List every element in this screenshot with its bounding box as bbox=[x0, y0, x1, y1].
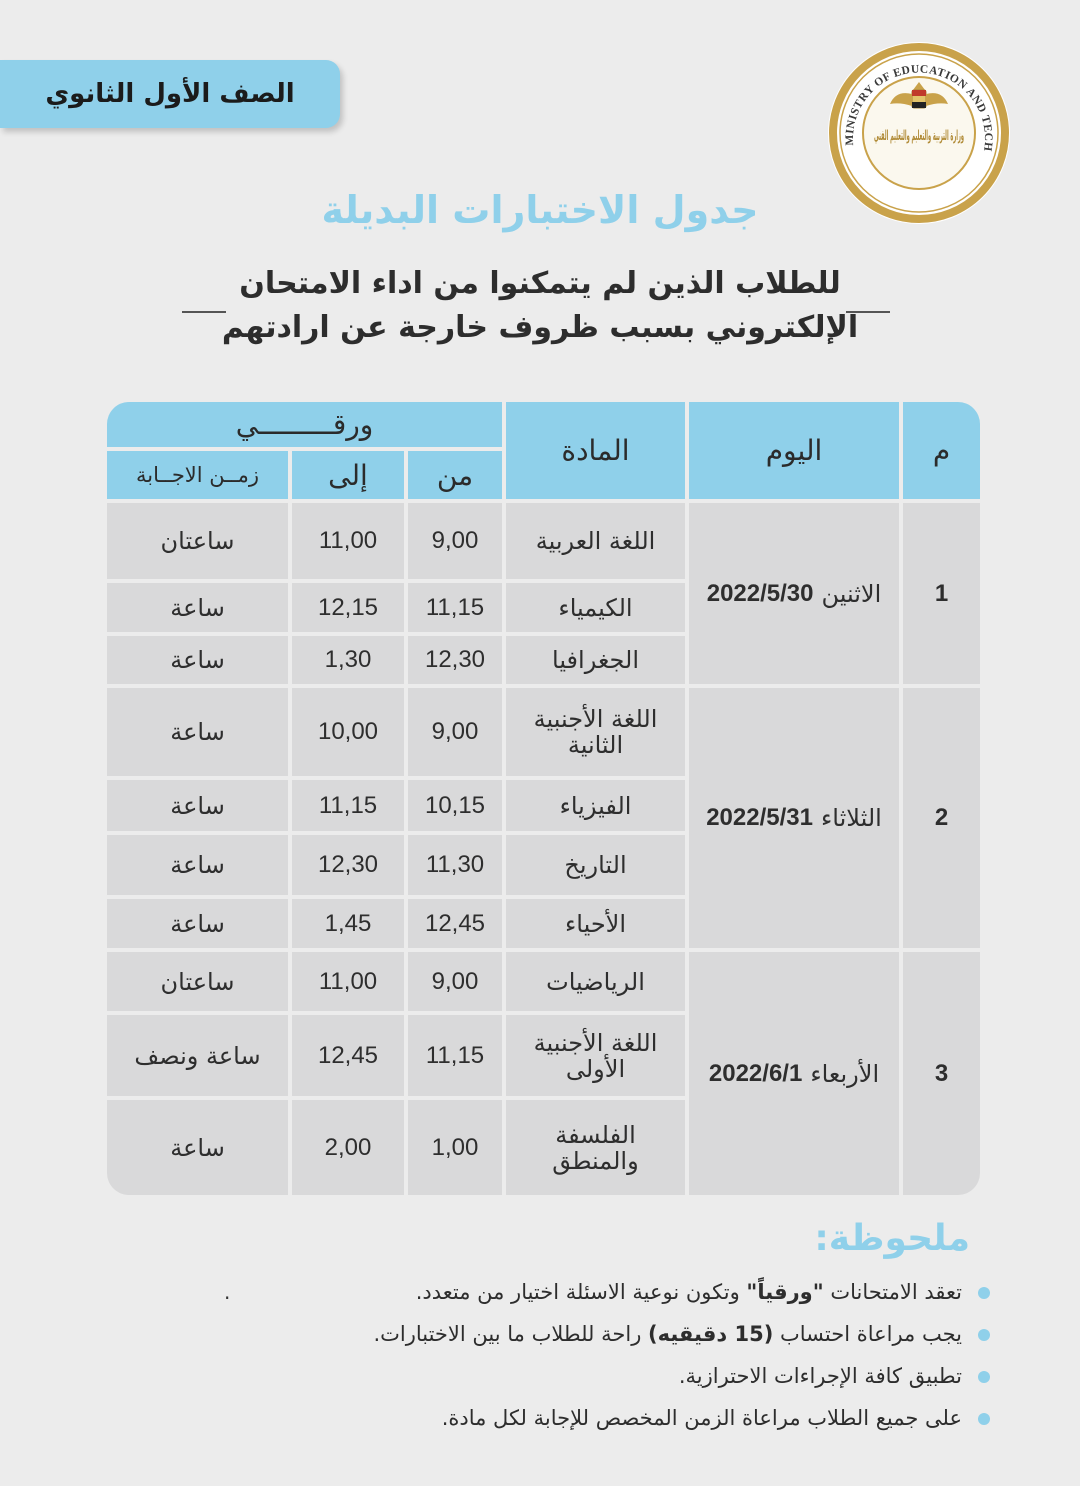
from-cell: 11,15 bbox=[408, 583, 502, 632]
bullet-dot-icon bbox=[978, 1413, 990, 1425]
ministry-seal-icon: MINISTRY OF EDUCATION AND TECHNICAL EDUC… bbox=[826, 40, 1010, 224]
day-date: 2022/6/1 bbox=[708, 1059, 803, 1087]
to-cell: 11,15 bbox=[292, 780, 404, 831]
page-title: جدول الاختبارات البديلة bbox=[321, 188, 759, 232]
from-cell: 1,00 bbox=[408, 1100, 502, 1195]
header-index: م bbox=[903, 402, 980, 499]
note-emphasis: (15 دقيقيه) bbox=[648, 1322, 774, 1346]
divider-left bbox=[182, 311, 226, 313]
seal-text-ar: وزارة التربية والتعليم والتعليم الفني bbox=[874, 128, 964, 144]
subject-cell: الرياضيات bbox=[506, 952, 685, 1011]
bullet-dot-icon bbox=[978, 1329, 990, 1341]
from-cell: 11,30 bbox=[408, 835, 502, 895]
subject-cell: الفيزياء bbox=[506, 780, 685, 831]
day-date: 2022/5/30 bbox=[706, 579, 814, 607]
header-duration: زمــن الاجــابة bbox=[107, 451, 288, 499]
day-name: الاثنين bbox=[821, 579, 882, 608]
stray-mark: . bbox=[224, 1280, 231, 1304]
group-index: 2 bbox=[903, 688, 980, 948]
header-subject: المادة bbox=[506, 402, 685, 499]
note-item: على جميع الطلاب مراعاة الزمن المخصص للإج… bbox=[200, 1402, 990, 1444]
to-cell: 12,15 bbox=[292, 583, 404, 632]
duration-cell: ساعة ونصف bbox=[107, 1015, 288, 1096]
day-date: 2022/5/31 bbox=[706, 804, 813, 831]
group-day: الاثنين 2022/5/30 bbox=[689, 503, 899, 684]
header-paper: ورقـــــــــي bbox=[107, 402, 502, 447]
to-cell: 11,00 bbox=[292, 503, 404, 579]
subtitle-line-1: للطلاب الذين لم يتمكنوا من اداء الامتحان bbox=[239, 266, 841, 301]
from-cell: 9,00 bbox=[408, 503, 502, 579]
note-text: تطبيق كافة الإجراءات الاحترازية. bbox=[678, 1364, 962, 1388]
header-day: اليوم bbox=[689, 402, 899, 499]
from-cell: 9,00 bbox=[408, 688, 502, 776]
duration-cell: ساعتان bbox=[107, 503, 288, 579]
to-cell: 2,00 bbox=[292, 1100, 404, 1195]
subject-cell: الأحياء bbox=[506, 899, 685, 948]
from-cell: 9,00 bbox=[408, 952, 502, 1011]
day-name: الأربعاء bbox=[810, 1059, 880, 1088]
bullet-dot-icon bbox=[978, 1287, 990, 1299]
grade-badge: الصف الأول الثانوي bbox=[0, 60, 340, 128]
from-cell: 11,15 bbox=[408, 1015, 502, 1096]
duration-cell: ساعة bbox=[107, 780, 288, 831]
header-to: إلى bbox=[292, 451, 404, 499]
header-from: من bbox=[408, 451, 502, 499]
note-text: تعقد الامتحانات bbox=[823, 1280, 962, 1304]
subject-cell: الكيمياء bbox=[506, 583, 685, 632]
notes-title: ملحوظة: bbox=[814, 1218, 970, 1259]
duration-cell: ساعة bbox=[107, 636, 288, 684]
note-item: تطبيق كافة الإجراءات الاحترازية. bbox=[200, 1360, 990, 1402]
group-index: 1 bbox=[903, 503, 980, 684]
subject-cell: التاريخ bbox=[506, 835, 685, 895]
subject-cell: اللغة العربية bbox=[506, 503, 685, 579]
duration-cell: ساعة bbox=[107, 835, 288, 895]
duration-cell: ساعة bbox=[107, 899, 288, 948]
notes-list: تعقد الامتحانات "ورقياً" وتكون نوعية الا… bbox=[200, 1276, 990, 1444]
to-cell: 1,30 bbox=[292, 636, 404, 684]
bullet-dot-icon bbox=[978, 1371, 990, 1383]
to-cell: 12,45 bbox=[292, 1015, 404, 1096]
to-cell: 11,00 bbox=[292, 952, 404, 1011]
duration-cell: ساعة bbox=[107, 1100, 288, 1195]
subtitle-line-2: الإلكتروني بسبب ظروف خارجة عن ارادتهم bbox=[221, 310, 859, 345]
note-text: راحة للطلاب ما بين الاختبارات. bbox=[373, 1322, 649, 1346]
to-cell: 10,00 bbox=[292, 688, 404, 776]
group-day: الثلاثاء 2022/5/31 bbox=[689, 688, 899, 948]
note-text: على جميع الطلاب مراعاة الزمن المخصص للإج… bbox=[441, 1406, 962, 1430]
note-emphasis: "ورقياً" bbox=[746, 1280, 824, 1304]
note-item: تعقد الامتحانات "ورقياً" وتكون نوعية الا… bbox=[200, 1276, 990, 1318]
subject-cell: اللغة الأجنبية الثانية bbox=[506, 688, 685, 776]
from-cell: 12,45 bbox=[408, 899, 502, 948]
note-item: يجب مراعاة احتساب (15 دقيقيه) راحة للطلا… bbox=[200, 1318, 990, 1360]
duration-cell: ساعة bbox=[107, 688, 288, 776]
to-cell: 1,45 bbox=[292, 899, 404, 948]
duration-cell: ساعتان bbox=[107, 952, 288, 1011]
from-cell: 12,30 bbox=[408, 636, 502, 684]
day-name: الثلاثاء bbox=[820, 804, 882, 832]
page-subtitle: للطلاب الذين لم يتمكنوا من اداء الامتحان… bbox=[200, 262, 880, 350]
from-cell: 10,15 bbox=[408, 780, 502, 831]
group-index: 3 bbox=[903, 952, 980, 1195]
subject-cell: الجغرافيا bbox=[506, 636, 685, 684]
note-text: يجب مراعاة احتساب bbox=[773, 1322, 962, 1346]
schedule-table: م اليوم المادة ورقـــــــــي من إلى زمــ… bbox=[107, 402, 980, 1195]
to-cell: 12,30 bbox=[292, 835, 404, 895]
duration-cell: ساعة bbox=[107, 583, 288, 632]
subject-cell: اللغة الأجنبية الأولى bbox=[506, 1015, 685, 1096]
note-text: وتكون نوعية الاسئلة اختيار من متعدد. bbox=[415, 1280, 747, 1304]
subject-cell: الفلسفة والمنطق bbox=[506, 1100, 685, 1195]
group-day: الأربعاء 2022/6/1 bbox=[689, 952, 899, 1195]
divider-right bbox=[846, 311, 890, 313]
grade-label: الصف الأول الثانوي bbox=[45, 79, 295, 109]
